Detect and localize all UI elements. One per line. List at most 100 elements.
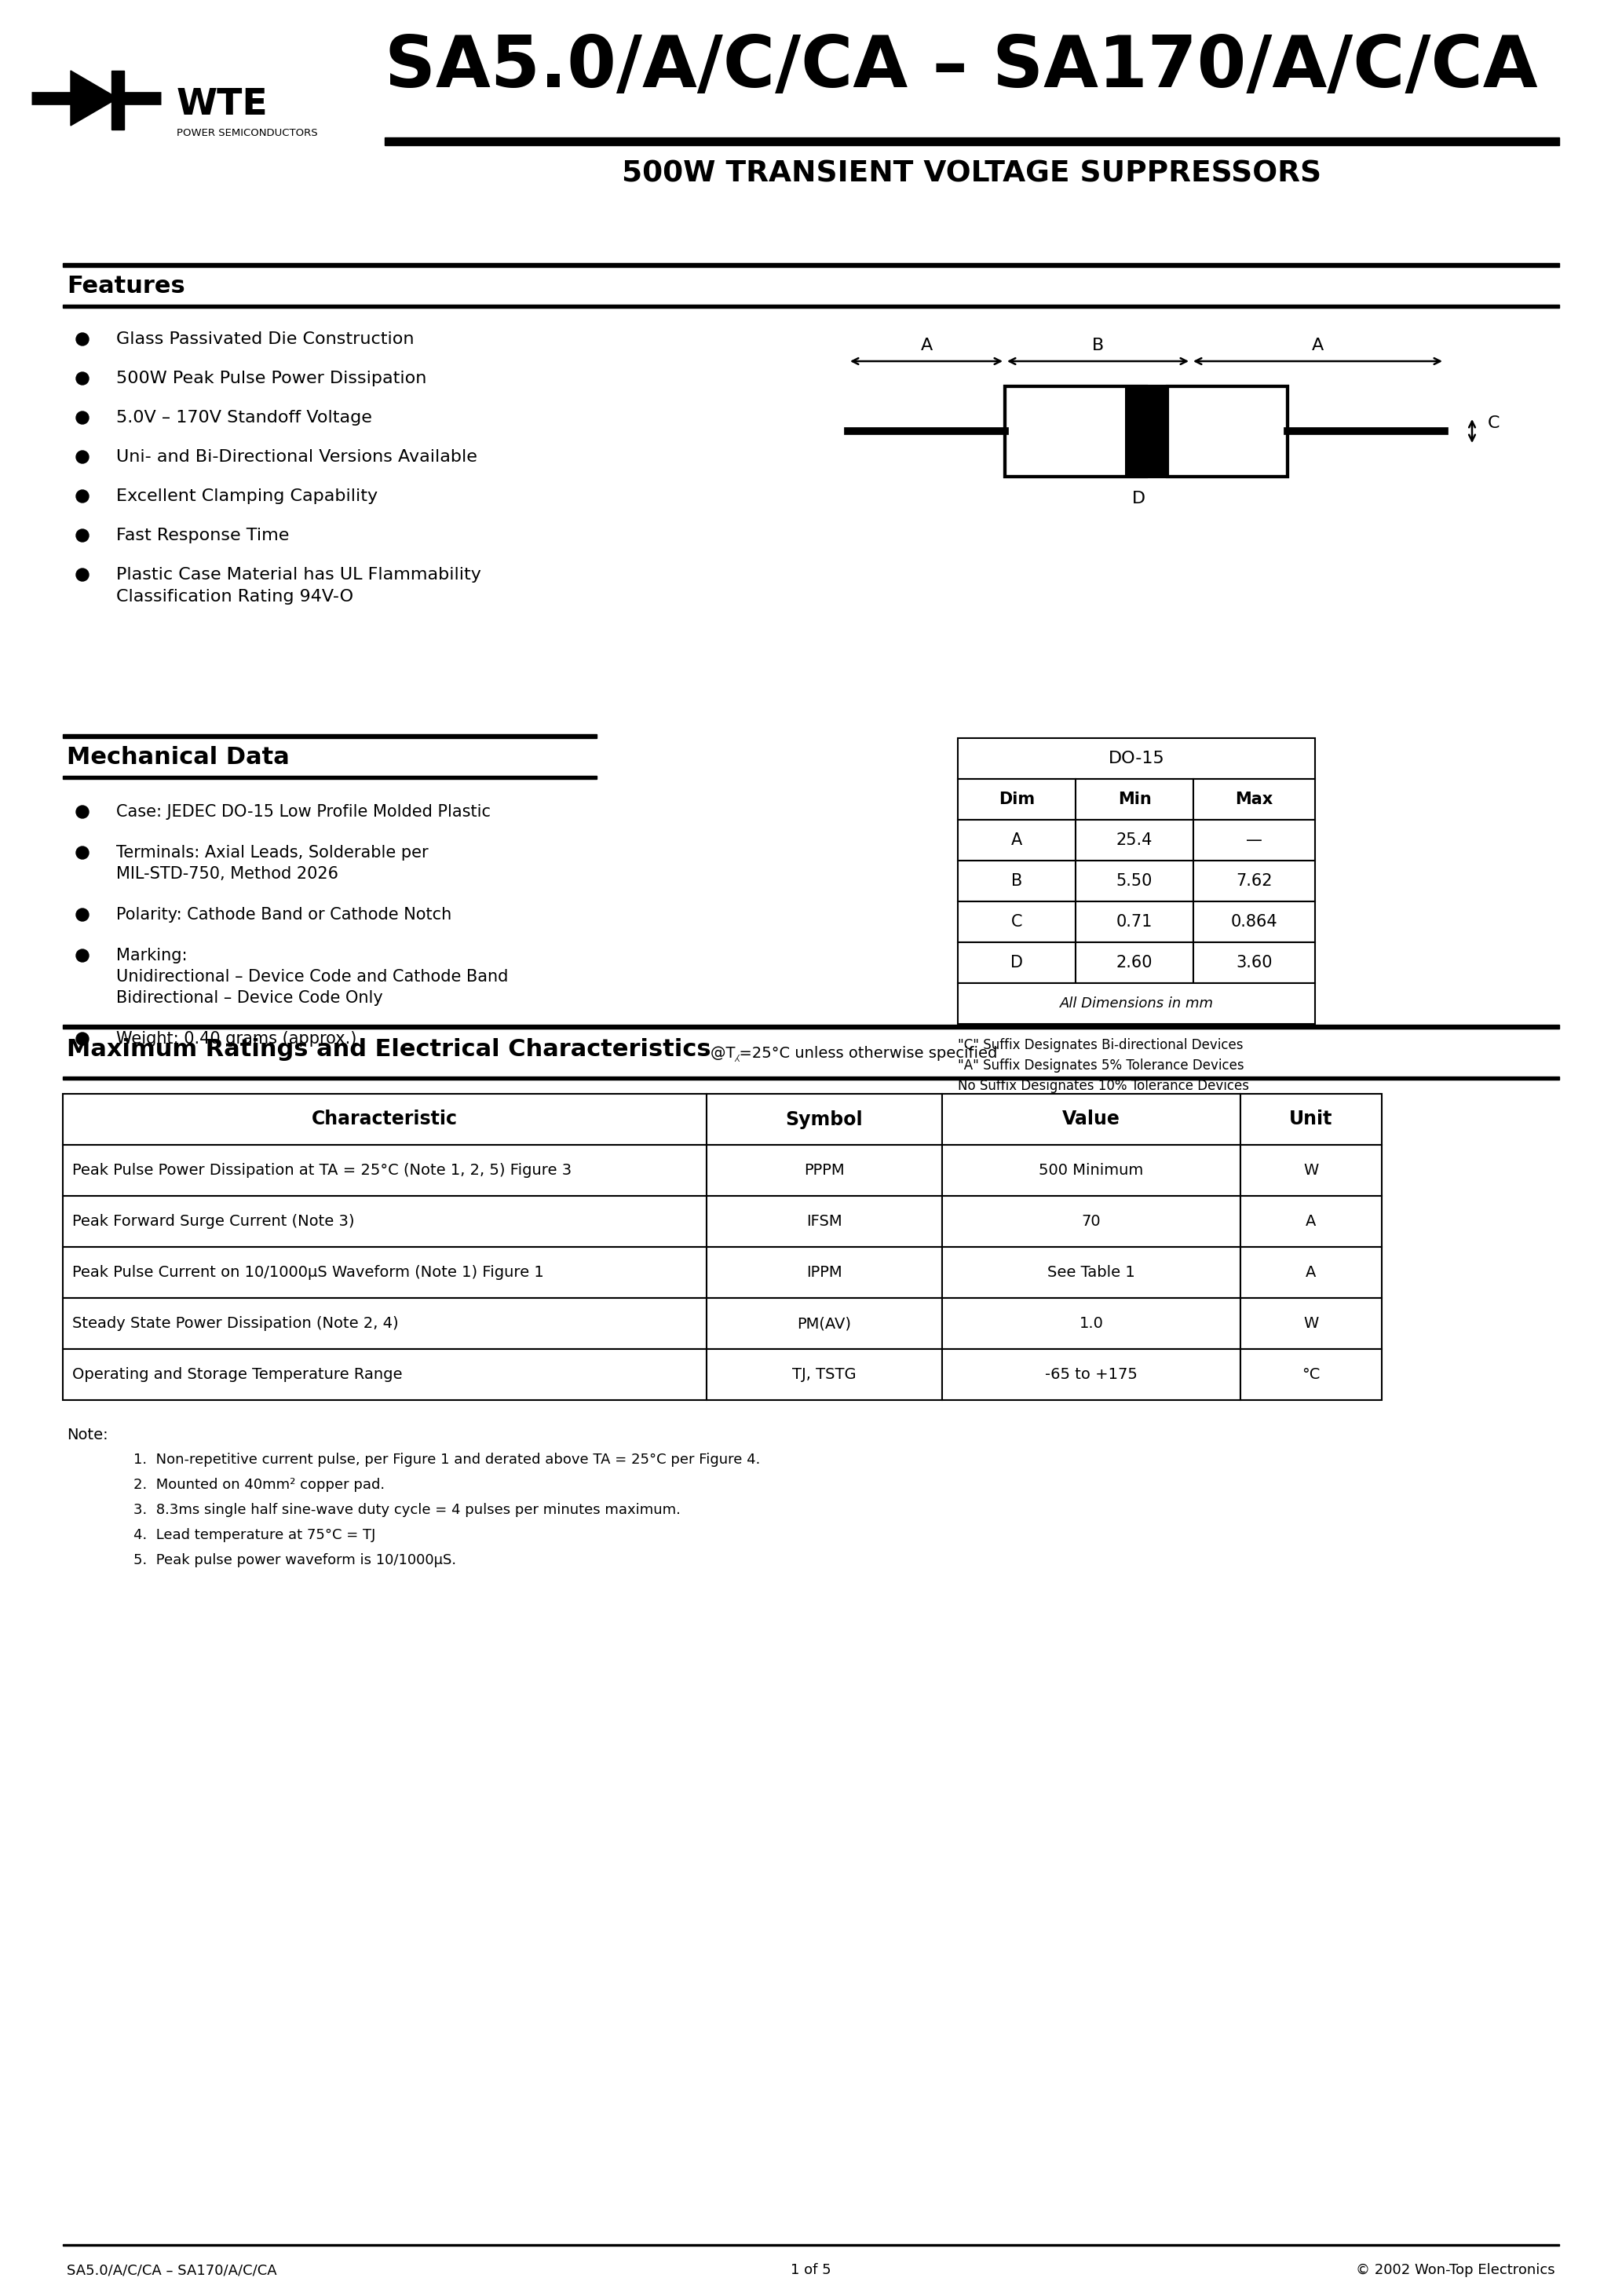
Text: Max: Max [1236,792,1273,808]
Text: 2.  Mounted on 40mm² copper pad.: 2. Mounted on 40mm² copper pad. [133,1479,384,1492]
Polygon shape [71,71,118,126]
Text: POWER SEMICONDUCTORS: POWER SEMICONDUCTORS [177,129,318,138]
Bar [63,776,597,778]
Text: Characteristic: Characteristic [311,1109,457,1130]
Text: Value: Value [1062,1109,1121,1130]
Text: W: W [1304,1316,1319,1332]
Text: SA5.0/A/C/CA – SA170/A/C/CA: SA5.0/A/C/CA – SA170/A/C/CA [67,2264,277,2278]
Text: Operating and Storage Temperature Range: Operating and Storage Temperature Range [73,1366,402,1382]
Bar [63,735,597,737]
Text: Plastic Case Material has UL Flammability: Plastic Case Material has UL Flammabilit… [117,567,482,583]
Text: 5.  Peak pulse power waveform is 10/1000μS.: 5. Peak pulse power waveform is 10/1000μ… [133,1552,456,1568]
Bar [707,1093,942,1146]
Text: Case: JEDEC DO-15 Low Profile Molded Plastic: Case: JEDEC DO-15 Low Profile Molded Pla… [117,804,491,820]
Text: All Dimensions in mm: All Dimensions in mm [1059,996,1213,1010]
Text: -65 to +175: -65 to +175 [1045,1366,1137,1382]
Text: Note:: Note: [67,1428,109,1442]
Bar [63,1350,707,1401]
Text: B: B [1092,338,1105,354]
Bar [942,1146,1241,1196]
Text: C: C [1487,416,1500,432]
Circle shape [76,411,89,425]
Text: Terminals: Axial Leads, Solderable per: Terminals: Axial Leads, Solderable per [117,845,428,861]
Bar [1075,941,1194,983]
Text: Steady State Power Dissipation (Note 2, 4): Steady State Power Dissipation (Note 2, … [73,1316,399,1332]
Circle shape [76,948,89,962]
Circle shape [76,333,89,344]
Bar [959,861,1075,902]
Text: Min: Min [1118,792,1152,808]
Text: °C: °C [1302,1366,1320,1382]
Bar [959,941,1075,983]
Text: 2.60: 2.60 [1116,955,1153,971]
Bar [63,305,1559,308]
Text: 4.  Lead temperature at 75°C = TJ: 4. Lead temperature at 75°C = TJ [133,1529,376,1543]
Circle shape [76,806,89,817]
Bar [63,1077,1559,1079]
Text: 3.60: 3.60 [1236,955,1272,971]
Bar [1241,1146,1382,1196]
Text: IPPM: IPPM [806,1265,842,1279]
Text: Peak Pulse Current on 10/1000μS Waveform (Note 1) Figure 1: Peak Pulse Current on 10/1000μS Waveform… [73,1265,543,1279]
Text: MIL-STD-750, Method 2026: MIL-STD-750, Method 2026 [117,866,339,882]
Text: No Suffix Designates 10% Tolerance Devices: No Suffix Designates 10% Tolerance Devic… [959,1079,1249,1093]
Text: Dim: Dim [999,792,1035,808]
Bar [942,1297,1241,1350]
Text: "C" Suffix Designates Bi-directional Devices: "C" Suffix Designates Bi-directional Dev… [959,1038,1242,1052]
Bar [1194,861,1315,902]
Text: A: A [1306,1215,1317,1228]
Bar [707,1297,942,1350]
Bar [63,1297,707,1350]
Bar [1168,386,1288,478]
Text: 500W Peak Pulse Power Dissipation: 500W Peak Pulse Power Dissipation [117,370,427,386]
Text: See Table 1: See Table 1 [1048,1265,1135,1279]
Bar [63,1247,707,1297]
Text: A: A [1011,833,1022,847]
Bar [1241,1350,1382,1401]
Text: PPPM: PPPM [805,1162,845,1178]
Text: B: B [1011,872,1022,889]
Circle shape [76,1033,89,1045]
Text: D: D [1132,491,1145,507]
Text: Features: Features [67,276,185,298]
Text: 25.4: 25.4 [1116,833,1153,847]
Text: Maximum Ratings and Electrical Characteristics: Maximum Ratings and Electrical Character… [67,1038,710,1061]
Bar [707,1350,942,1401]
Bar [1075,902,1194,941]
Bar [1241,1093,1382,1146]
Bar [707,1196,942,1247]
Text: @T⁁=25°C unless otherwise specified: @T⁁=25°C unless otherwise specified [710,1047,998,1061]
Text: Unidirectional – Device Code and Cathode Band: Unidirectional – Device Code and Cathode… [117,969,508,985]
Bar [959,778,1075,820]
Text: TJ, TSTG: TJ, TSTG [792,1366,856,1382]
Text: PM(AV): PM(AV) [798,1316,852,1332]
Text: Glass Passivated Die Construction: Glass Passivated Die Construction [117,331,414,347]
Text: 5.0V – 170V Standoff Voltage: 5.0V – 170V Standoff Voltage [117,411,371,425]
Bar [384,138,1559,145]
Bar [1241,1297,1382,1350]
Bar [63,1024,1559,1029]
Circle shape [76,847,89,859]
Bar [1241,1196,1382,1247]
Text: Fast Response Time: Fast Response Time [117,528,289,544]
Bar [707,1146,942,1196]
Text: 5.50: 5.50 [1116,872,1153,889]
Bar [1006,386,1147,478]
Bar [707,1247,942,1297]
Text: A: A [920,338,933,354]
Text: Unit: Unit [1289,1109,1333,1130]
Bar [1194,820,1315,861]
Text: 1.  Non-repetitive current pulse, per Figure 1 and derated above TA = 25°C per F: 1. Non-repetitive current pulse, per Fig… [133,1453,761,1467]
Text: "A" Suffix Designates 5% Tolerance Devices: "A" Suffix Designates 5% Tolerance Devic… [959,1058,1244,1072]
Text: Symbol: Symbol [785,1109,863,1130]
Bar [63,1146,707,1196]
Text: DO-15: DO-15 [1108,751,1165,767]
Text: © 2002 Won-Top Electronics: © 2002 Won-Top Electronics [1356,2264,1555,2278]
Circle shape [76,909,89,921]
Bar [1126,386,1168,478]
Bar [1194,902,1315,941]
Circle shape [76,530,89,542]
Text: A: A [1312,338,1324,354]
Bar [942,1196,1241,1247]
Bar [942,1247,1241,1297]
